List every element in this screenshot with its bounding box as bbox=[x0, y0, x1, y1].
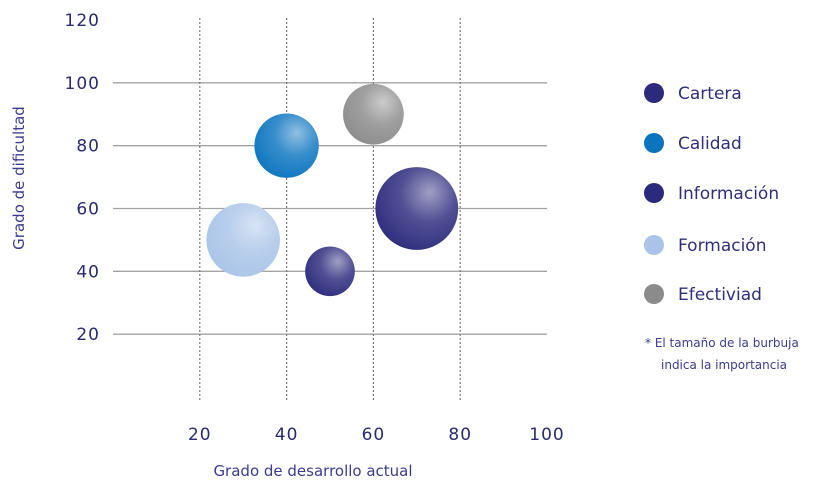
legend-marker-informacion bbox=[644, 183, 664, 203]
y-tick-label: 80 bbox=[76, 137, 100, 157]
x-tick-label: 40 bbox=[275, 425, 299, 445]
bubble-formacion bbox=[206, 203, 280, 277]
legend-marker-calidad bbox=[644, 133, 664, 153]
y-axis-title: Grado de dificultad bbox=[10, 106, 28, 250]
legend-marker-cartera bbox=[644, 83, 664, 103]
x-tick-label: 80 bbox=[448, 425, 472, 445]
size-note: * El tamaño de la burbuja indica la impo… bbox=[645, 336, 799, 372]
size-note-line-1: * El tamaño de la burbuja bbox=[645, 336, 799, 350]
y-tick-label: 120 bbox=[65, 11, 100, 31]
bubble-informacion bbox=[305, 246, 355, 297]
legend-label-cartera: Cartera bbox=[678, 84, 742, 104]
y-axis-ticks: 20 40 60 80 100 120 bbox=[65, 11, 100, 345]
x-axis-ticks: 20 40 60 80 100 bbox=[188, 425, 564, 445]
y-tick-label: 100 bbox=[65, 74, 100, 94]
legend-label-formacion: Formación bbox=[678, 236, 767, 256]
x-tick-label: 60 bbox=[362, 425, 386, 445]
bubbles bbox=[206, 83, 459, 297]
legend-label-informacion: Información bbox=[678, 184, 779, 204]
grid bbox=[113, 18, 547, 400]
legend: Cartera Calidad Información Formación Efecti… bbox=[644, 83, 779, 305]
y-tick-label: 60 bbox=[76, 200, 100, 220]
size-note-line-2: indica la importancia bbox=[661, 358, 787, 372]
legend-label-efectiviad: Efectiviad bbox=[678, 285, 762, 305]
x-tick-label: 20 bbox=[188, 425, 212, 445]
legend-marker-formacion bbox=[644, 235, 664, 255]
legend-label-calidad: Calidad bbox=[678, 134, 742, 154]
legend-marker-efectiviad bbox=[644, 284, 664, 304]
bubble-efectiviad bbox=[343, 83, 404, 145]
y-tick-label: 40 bbox=[76, 262, 100, 282]
bubble-cartera bbox=[375, 167, 459, 250]
y-tick-label: 20 bbox=[76, 325, 100, 345]
x-tick-label: 100 bbox=[529, 425, 564, 445]
bubble-calidad bbox=[254, 113, 319, 178]
x-axis-title: Grado de desarrollo actual bbox=[213, 462, 412, 480]
